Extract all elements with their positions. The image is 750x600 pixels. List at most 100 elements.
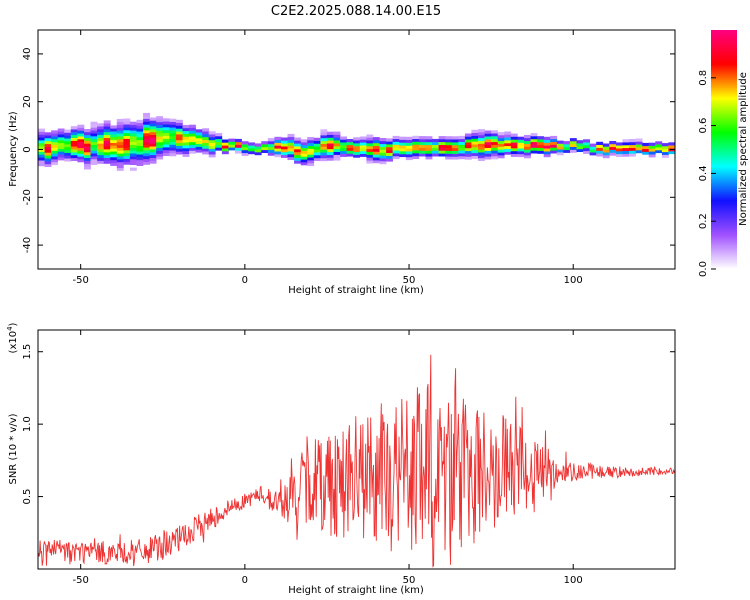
heatmap-cell	[517, 153, 525, 158]
heatmap-cell	[274, 139, 282, 143]
heatmap-cell	[629, 153, 636, 157]
heatmap-cell	[464, 147, 472, 152]
heatmap-cell	[412, 155, 420, 159]
heatmap-cell	[129, 158, 137, 163]
heatmap-cell	[129, 156, 137, 160]
heatmap-cell	[38, 163, 45, 167]
heatmap-cell	[84, 163, 91, 167]
heatmap-cell	[116, 133, 124, 137]
heatmap-cell	[274, 145, 282, 149]
heatmap-cell	[543, 154, 551, 158]
heatmap-cell	[602, 146, 610, 150]
heatmap-cell	[156, 133, 164, 137]
heatmap-cell	[156, 124, 164, 128]
heatmap-cell	[123, 155, 131, 159]
heatmap-cell	[372, 160, 380, 164]
heatmap-cell	[294, 154, 301, 158]
heatmap-cell	[182, 150, 190, 154]
heatmap-cell	[464, 142, 472, 146]
heatmap-cell	[103, 120, 111, 124]
heatmap-cell	[517, 142, 525, 146]
heatmap-cell	[333, 140, 341, 144]
heatmap-cell	[445, 156, 453, 160]
heatmap-cell	[149, 137, 157, 141]
x-tick-label: -50	[73, 275, 89, 286]
heatmap-cell	[189, 141, 196, 146]
heatmap-cell	[550, 147, 558, 151]
heatmap-cell	[497, 140, 505, 144]
heatmap-cell	[445, 142, 453, 146]
heatmap-cell	[64, 141, 72, 145]
spectrogram-heatmap	[38, 112, 675, 171]
heatmap-cell	[149, 149, 157, 153]
heatmap-cell	[412, 138, 420, 142]
heatmap-cell	[405, 142, 413, 146]
heatmap-cell	[149, 140, 157, 144]
heatmap-cell	[116, 127, 124, 131]
heatmap-cell	[221, 145, 229, 149]
heatmap-cell	[143, 112, 150, 117]
heatmap-cell	[333, 137, 341, 141]
heatmap-cell	[524, 146, 531, 150]
heatmap-cell	[143, 141, 150, 145]
heatmap-cell	[189, 130, 196, 134]
heatmap-cell	[70, 149, 78, 153]
heatmap-cell	[156, 130, 164, 134]
heatmap-cell	[372, 140, 380, 144]
heatmap-cell	[143, 135, 150, 139]
heatmap-cell	[261, 149, 269, 153]
heatmap-cell	[51, 159, 58, 163]
heatmap-cell	[366, 140, 374, 144]
heatmap-cell	[451, 144, 459, 149]
heatmap-cell	[478, 152, 485, 156]
heatmap-cell	[340, 136, 347, 140]
heatmap-cell	[432, 150, 439, 154]
heatmap-cell	[530, 136, 538, 140]
heatmap-cell	[471, 155, 479, 159]
heatmap-cell	[661, 143, 669, 147]
heatmap-cell	[267, 138, 275, 142]
heatmap-cell	[418, 139, 426, 143]
heatmap-cell	[44, 138, 52, 142]
snr-axes: -50 0 50 100 0.5 1.0 1.5	[22, 330, 675, 586]
heatmap-cell	[313, 137, 321, 141]
heatmap-cell	[464, 150, 472, 154]
heatmap-cell	[116, 124, 124, 128]
heatmap-cell	[156, 116, 164, 120]
heatmap-cell	[123, 118, 131, 122]
heatmap-cell	[392, 138, 400, 142]
heatmap-cell	[333, 134, 341, 138]
heatmap-cell	[84, 166, 91, 170]
heatmap-cell	[340, 139, 347, 143]
heatmap-cell	[143, 161, 150, 165]
heatmap-cell	[182, 145, 190, 149]
heatmap-cell	[524, 140, 531, 144]
heatmap-cell	[215, 147, 223, 151]
heatmap-cell	[445, 144, 453, 148]
heatmap-cell	[57, 145, 65, 149]
heatmap-cell	[84, 157, 91, 161]
colorbar-tick-label: 0.8	[698, 70, 709, 86]
heatmap-cell	[129, 130, 137, 134]
heatmap-cell	[405, 156, 413, 161]
heatmap-cell	[57, 139, 65, 144]
heatmap-cell	[84, 146, 91, 150]
heatmap-cell	[110, 148, 118, 152]
heatmap-cell	[90, 136, 98, 140]
heatmap-cell	[84, 143, 91, 147]
heatmap-cell	[221, 151, 229, 155]
heatmap-cell	[169, 147, 177, 151]
heatmap-cell	[484, 139, 492, 143]
heatmap-cell	[287, 154, 295, 158]
heatmap-cell	[313, 140, 321, 144]
heatmap-cell	[57, 137, 65, 141]
heatmap-cell	[241, 144, 249, 148]
heatmap-cell	[175, 142, 183, 146]
heatmap-cell	[543, 148, 551, 152]
heatmap-cell	[90, 130, 98, 134]
heatmap-cell	[530, 147, 538, 151]
heatmap-cell	[156, 142, 164, 146]
heatmap-cell	[103, 149, 111, 153]
heatmap-cell	[175, 122, 183, 126]
heatmap-cell	[143, 155, 150, 160]
